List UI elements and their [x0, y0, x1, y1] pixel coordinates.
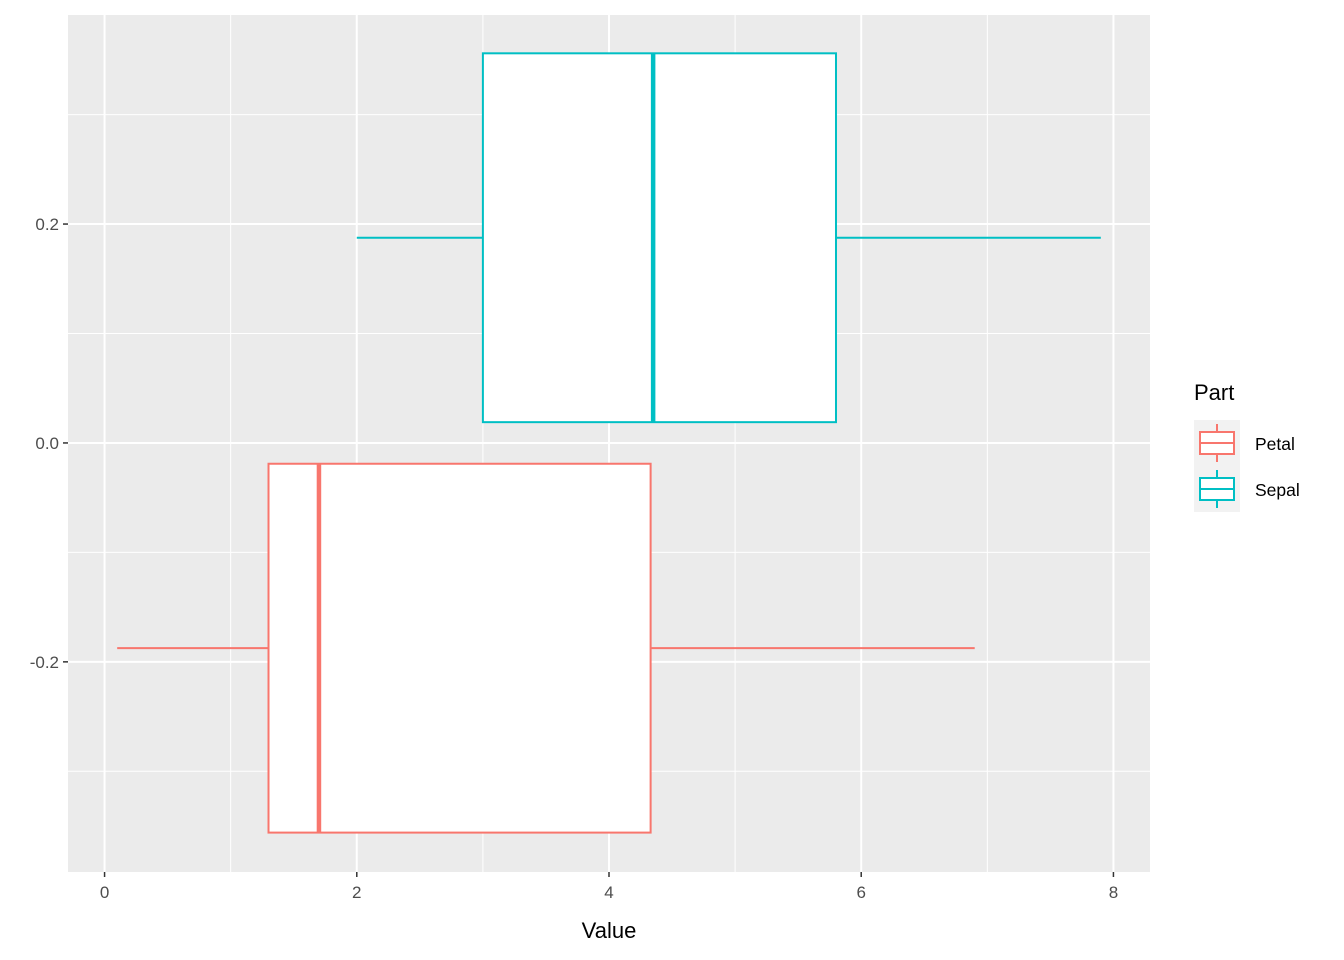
box-sepal	[356, 52, 1101, 424]
x-axis-title: Value	[582, 918, 637, 943]
legend-title: Part	[1194, 380, 1234, 405]
x-tick-label: 2	[352, 883, 361, 902]
y-tick-label: 0.0	[35, 434, 59, 453]
x-tick-label: 0	[100, 883, 109, 902]
box-petal	[117, 462, 975, 834]
boxes	[117, 52, 1101, 834]
legend-item-petal: Petal	[1194, 420, 1295, 466]
legend: Part Petal Sepal	[1194, 380, 1300, 512]
x-tick-label: 8	[1109, 883, 1118, 902]
axes: 0 2 4 6 8 -0.2 0.0 0.2	[30, 215, 1118, 902]
box-iqr	[267, 462, 652, 834]
legend-label: Sepal	[1255, 480, 1300, 500]
x-tick-label: 4	[604, 883, 613, 902]
y-tick-label: 0.2	[35, 215, 59, 234]
legend-label: Petal	[1255, 434, 1295, 454]
y-tick-label: -0.2	[30, 653, 59, 672]
x-tick-label: 6	[856, 883, 865, 902]
legend-item-sepal: Sepal	[1194, 466, 1300, 512]
box-iqr	[481, 52, 837, 424]
